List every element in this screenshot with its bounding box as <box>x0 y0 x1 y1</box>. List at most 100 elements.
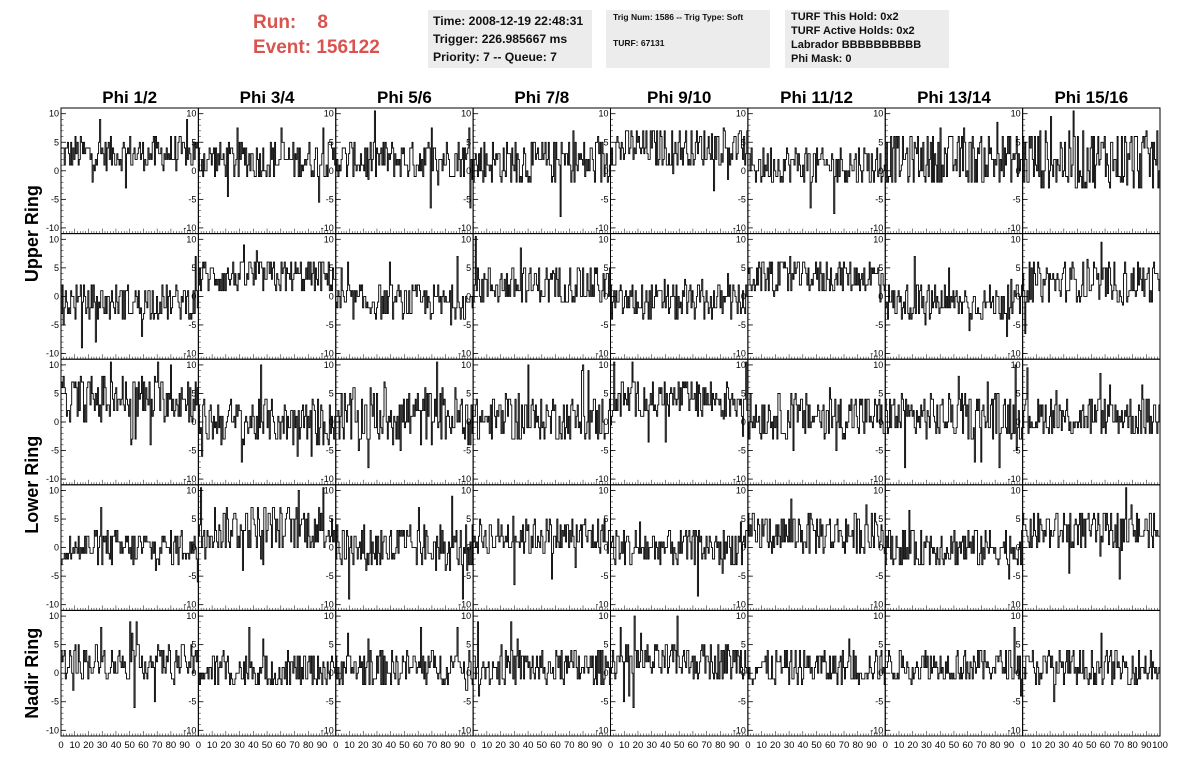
y-tick-label: -10 <box>46 600 59 610</box>
y-tick-label: 10 <box>461 360 471 370</box>
x-tick-label: 50 <box>949 740 960 751</box>
y-tick-label: 0 <box>878 668 883 678</box>
y-tick-label: -5 <box>326 320 334 330</box>
x-tick-label: 50 <box>262 740 273 751</box>
x-tick-label: 40 <box>935 740 946 751</box>
y-tick-label: 5 <box>191 388 196 398</box>
x-tick-label: 60 <box>1100 740 1111 751</box>
x-tick-label: 10 <box>619 740 630 751</box>
trigger-info-panel: Trig Num: 1586 -- Trig Type: Soft TURF: … <box>606 10 770 68</box>
y-tick-label: 5 <box>741 137 746 147</box>
x-tick-label: 40 <box>1072 740 1083 751</box>
y-tick-label: 0 <box>603 291 608 301</box>
y-tick-label: -5 <box>326 446 334 456</box>
y-tick-label: 5 <box>466 137 471 147</box>
y-tick-label: 0 <box>878 417 883 427</box>
time-info-panel: Time: 2008-12-19 22:48:31 Trigger: 226.9… <box>428 10 592 68</box>
y-tick-label: 5 <box>741 388 746 398</box>
x-tick-label: 90 <box>729 740 740 751</box>
y-tick-label: 5 <box>1016 388 1021 398</box>
x-tick-label: 100 <box>1152 740 1168 751</box>
y-tick-label: -10 <box>458 223 471 233</box>
x-tick-label: 80 <box>440 740 451 751</box>
y-tick-label: -5 <box>600 697 608 707</box>
waveform-trace <box>335 110 474 209</box>
waveform-trace <box>198 127 336 203</box>
x-tick-label: 80 <box>715 740 726 751</box>
run-label: Run: <box>253 12 297 33</box>
y-tick-label: 0 <box>1016 543 1021 553</box>
y-tick-label: -5 <box>51 320 59 330</box>
y-tick-label: 0 <box>741 166 746 176</box>
y-tick-label: -5 <box>1013 320 1021 330</box>
ring-label: Upper Ring <box>22 185 42 282</box>
x-tick-label: 0 <box>58 740 63 751</box>
y-tick-label: 5 <box>54 137 59 147</box>
y-tick-label: 10 <box>736 611 746 621</box>
column-header: Phi 3/4 <box>240 88 295 107</box>
y-tick-label: -5 <box>1013 446 1021 456</box>
x-tick-label: 30 <box>1059 740 1070 751</box>
y-tick-label: 5 <box>878 388 883 398</box>
y-tick-label: -5 <box>188 194 196 204</box>
column-header: Phi 11/12 <box>780 88 853 107</box>
y-tick-label: 5 <box>466 640 471 650</box>
turf-text: TURF: 67131 <box>613 38 665 48</box>
y-tick-label: -10 <box>595 474 608 484</box>
y-tick-label: 0 <box>603 543 608 553</box>
x-tick-label: 90 <box>454 740 465 751</box>
y-tick-label: -10 <box>595 725 608 735</box>
x-tick-label: 60 <box>962 740 973 751</box>
y-tick-label: -10 <box>183 600 196 610</box>
x-tick-label: 60 <box>825 740 836 751</box>
y-tick-label: -10 <box>870 223 883 233</box>
y-tick-label: 5 <box>329 514 334 524</box>
x-tick-label: 40 <box>523 740 534 751</box>
y-tick-label: 10 <box>324 486 334 496</box>
y-tick-label: 5 <box>603 263 608 273</box>
waveform-trace <box>885 121 1023 183</box>
y-tick-label: -5 <box>738 446 746 456</box>
x-tick-label: 70 <box>701 740 712 751</box>
column-header: Phi 7/8 <box>514 88 569 107</box>
event-value: 156122 <box>316 37 380 58</box>
x-tick-label: 10 <box>1031 740 1042 751</box>
x-tick-label: 70 <box>976 740 987 751</box>
x-tick-label: 70 <box>427 740 438 751</box>
x-tick-label: 0 <box>883 740 888 751</box>
y-tick-label: 0 <box>54 417 59 427</box>
y-tick-label: 10 <box>1011 234 1021 244</box>
x-tick-label: 30 <box>234 740 245 751</box>
x-tick-label: 80 <box>578 740 589 751</box>
x-tick-label: 90 <box>866 740 877 751</box>
y-tick-label: 0 <box>741 668 746 678</box>
x-tick-label: 70 <box>152 740 163 751</box>
x-tick-label: 70 <box>289 740 300 751</box>
y-tick-label: 0 <box>741 417 746 427</box>
waveform-trace <box>335 627 474 691</box>
waveform-panel <box>197 233 337 360</box>
y-tick-label: -5 <box>326 194 334 204</box>
x-tick-label: 50 <box>124 740 135 751</box>
waveform-trace <box>1022 487 1160 580</box>
y-tick-label: -5 <box>51 194 59 204</box>
y-tick-label: 10 <box>49 234 59 244</box>
waveform-trace <box>335 255 474 326</box>
turf-info-panel: TURF This Hold: 0x2 TURF Active Holds: 0… <box>785 10 949 68</box>
x-tick-label: 60 <box>550 740 561 751</box>
y-tick-label: 0 <box>878 166 883 176</box>
y-tick-label: 10 <box>324 234 334 244</box>
y-tick-label: -10 <box>458 348 471 358</box>
x-tick-label: 30 <box>97 740 108 751</box>
phi-mask-text: Phi Mask: 0 <box>791 53 852 65</box>
y-tick-label: 0 <box>1016 668 1021 678</box>
y-tick-label: 0 <box>1016 166 1021 176</box>
y-tick-label: 10 <box>186 109 196 119</box>
x-tick-label: 10 <box>69 740 80 751</box>
y-tick-label: 10 <box>873 360 883 370</box>
y-tick-label: 0 <box>1016 291 1021 301</box>
y-tick-label: 5 <box>54 514 59 524</box>
y-tick-label: 0 <box>1016 417 1021 427</box>
x-tick-label: 60 <box>413 740 424 751</box>
y-tick-label: 5 <box>466 514 471 524</box>
